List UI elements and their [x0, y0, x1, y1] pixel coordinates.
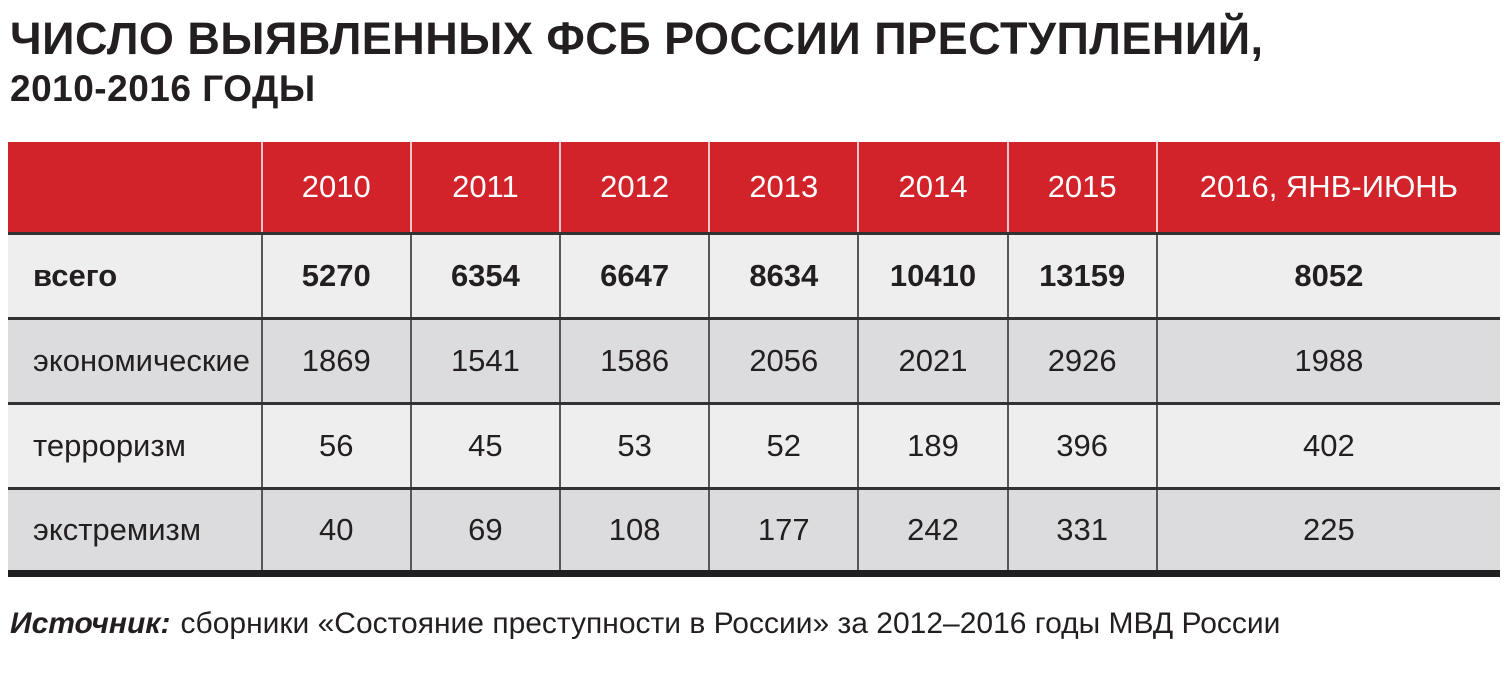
table-row-total: всего 5270 6354 6647 8634 10410 13159 80… — [8, 232, 1500, 319]
value-cell: 8052 — [1156, 232, 1500, 319]
source-attribution: Источник: сборники «Состояние преступност… — [10, 607, 1500, 641]
page-title: ЧИСЛО ВЫЯВЛЕННЫХ ФСБ РОССИИ ПРЕСТУПЛЕНИЙ… — [10, 14, 1500, 110]
row-label: терроризм — [8, 402, 263, 489]
value-cell: 53 — [560, 402, 711, 489]
value-cell: 331 — [1007, 487, 1158, 574]
year-header: 2015 — [1007, 141, 1158, 234]
row-label: всего — [8, 232, 263, 319]
table-row-terrorism: терроризм 56 45 53 52 189 396 402 — [8, 402, 1500, 489]
row-label: экстремизм — [8, 487, 263, 574]
title-line-1: ЧИСЛО ВЫЯВЛЕННЫХ ФСБ РОССИИ ПРЕСТУПЛЕНИЙ… — [10, 13, 1264, 64]
value-cell: 40 — [261, 487, 412, 574]
year-header: 2016, ЯНВ-ИЮНЬ — [1156, 141, 1500, 234]
value-cell: 45 — [410, 402, 562, 489]
value-cell: 396 — [1007, 402, 1158, 489]
table-header: 2010 2011 2012 2013 2014 2015 2016, ЯНВ-… — [8, 141, 1500, 234]
value-cell: 1586 — [560, 317, 711, 404]
value-cell: 225 — [1156, 487, 1500, 574]
value-cell: 2926 — [1007, 317, 1158, 404]
value-cell: 2056 — [709, 317, 860, 404]
value-cell: 10410 — [858, 232, 1009, 319]
corner-header-cell — [8, 141, 263, 234]
value-cell: 5270 — [261, 232, 412, 319]
value-cell: 108 — [560, 487, 711, 574]
year-header: 2014 — [858, 141, 1009, 234]
table-row-extremism: экстремизм 40 69 108 177 242 331 225 — [8, 487, 1500, 574]
value-cell: 69 — [410, 487, 562, 574]
value-cell: 13159 — [1007, 232, 1158, 319]
value-cell: 1869 — [261, 317, 412, 404]
source-label: Источник: — [10, 607, 171, 640]
value-cell: 8634 — [709, 232, 860, 319]
value-cell: 52 — [709, 402, 860, 489]
value-cell: 242 — [858, 487, 1009, 574]
table-row-economic: экономические 1869 1541 1586 2056 2021 2… — [8, 317, 1500, 404]
value-cell: 177 — [709, 487, 860, 574]
table-body: всего 5270 6354 6647 8634 10410 13159 80… — [8, 232, 1500, 574]
header-row: 2010 2011 2012 2013 2014 2015 2016, ЯНВ-… — [8, 141, 1500, 234]
crime-stats-table: 2010 2011 2012 2013 2014 2015 2016, ЯНВ-… — [8, 141, 1500, 577]
row-label: экономические — [8, 317, 263, 404]
value-cell: 2021 — [858, 317, 1009, 404]
value-cell: 402 — [1156, 402, 1500, 489]
year-header: 2010 — [261, 141, 412, 234]
source-text: сборники «Состояние преступности в Росси… — [180, 607, 1281, 640]
value-cell: 6647 — [560, 232, 711, 319]
year-header: 2013 — [709, 141, 860, 234]
year-header: 2012 — [560, 141, 711, 234]
value-cell: 56 — [261, 402, 412, 489]
value-cell: 1988 — [1156, 317, 1500, 404]
infographic-page: ЧИСЛО ВЫЯВЛЕННЫХ ФСБ РОССИИ ПРЕСТУПЛЕНИЙ… — [8, 14, 1500, 641]
value-cell: 189 — [858, 402, 1009, 489]
year-header: 2011 — [410, 141, 562, 234]
value-cell: 6354 — [410, 232, 562, 319]
title-line-2: 2010-2016 ГОДЫ — [10, 67, 316, 109]
value-cell: 1541 — [410, 317, 562, 404]
